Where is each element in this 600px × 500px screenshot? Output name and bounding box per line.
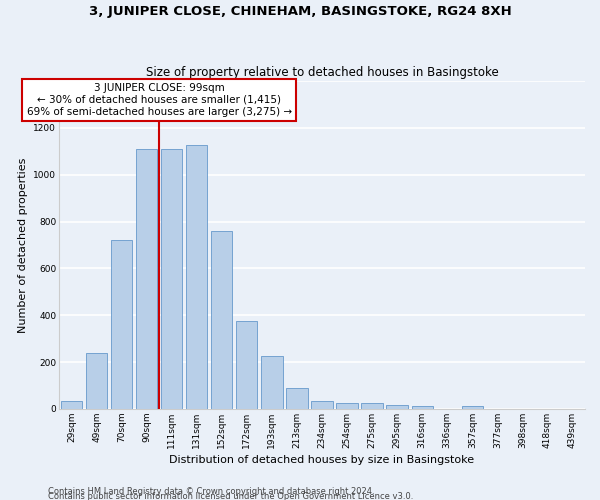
Text: Contains public sector information licensed under the Open Government Licence v3: Contains public sector information licen… xyxy=(48,492,413,500)
Bar xyxy=(236,321,257,409)
Y-axis label: Number of detached properties: Number of detached properties xyxy=(17,158,28,332)
Bar xyxy=(386,405,408,409)
Bar xyxy=(461,406,483,409)
Bar xyxy=(186,146,208,409)
Bar xyxy=(311,400,332,409)
Bar xyxy=(111,240,132,409)
Bar xyxy=(261,356,283,409)
Bar xyxy=(361,402,383,409)
Bar xyxy=(61,400,82,409)
Text: 3, JUNIPER CLOSE, CHINEHAM, BASINGSTOKE, RG24 8XH: 3, JUNIPER CLOSE, CHINEHAM, BASINGSTOKE,… xyxy=(89,5,511,18)
Text: Contains HM Land Registry data © Crown copyright and database right 2024.: Contains HM Land Registry data © Crown c… xyxy=(48,486,374,496)
Text: 3 JUNIPER CLOSE: 99sqm
← 30% of detached houses are smaller (1,415)
69% of semi-: 3 JUNIPER CLOSE: 99sqm ← 30% of detached… xyxy=(26,84,292,116)
Title: Size of property relative to detached houses in Basingstoke: Size of property relative to detached ho… xyxy=(146,66,499,78)
Bar xyxy=(412,406,433,409)
Bar xyxy=(337,402,358,409)
Bar xyxy=(286,388,308,409)
Bar xyxy=(86,353,107,409)
Bar xyxy=(211,231,232,409)
Bar xyxy=(136,149,157,409)
Bar xyxy=(161,149,182,409)
X-axis label: Distribution of detached houses by size in Basingstoke: Distribution of detached houses by size … xyxy=(169,455,475,465)
